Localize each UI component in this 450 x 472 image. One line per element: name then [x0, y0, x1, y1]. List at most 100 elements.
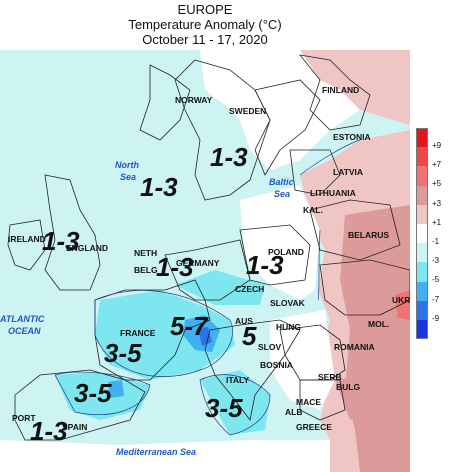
color-legend: +9 +7 +5 +3 +1 -1 -3 -5 -7 -9 [414, 128, 450, 340]
country-label-bulg: BULG [336, 382, 360, 392]
country-label-czech: CZECH [235, 284, 264, 294]
sea-label-north-1: North [115, 160, 139, 170]
anomaly-contours [54, 139, 361, 436]
country-label-alb: ALB [285, 407, 302, 417]
cold-anomaly-germany [175, 270, 265, 305]
country-label-lithuania: LITHUANIA [310, 188, 356, 198]
warm-anomaly-south-greece [335, 375, 375, 420]
legend-tick-label: -3 [432, 256, 440, 266]
country-label-poland: POLAND [268, 247, 304, 257]
country-label-slov: SLOV [258, 342, 281, 352]
sea-label-mediterranean: Mediterranean Sea [116, 447, 196, 457]
cold-anomaly-italy [200, 370, 270, 435]
country-label-italy: ITALY [226, 375, 249, 385]
country-label-germany: GERMANY [176, 258, 220, 268]
legend-swatch [416, 319, 428, 340]
country-label-greece: GREECE [296, 422, 332, 432]
legend-swatch [416, 147, 428, 167]
country-label-mol: MOL. [368, 319, 389, 329]
legend-bin: -9 [414, 300, 450, 323]
legend-tick-label: -7 [432, 294, 440, 304]
legend-bin: +3 [414, 185, 450, 208]
country-label-latvia: LATVIA [333, 167, 363, 177]
country-label-port: PORT [12, 413, 36, 423]
legend-swatch [416, 204, 428, 224]
country-label-estonia: ESTONIA [333, 132, 371, 142]
legend-tick-label: +7 [432, 160, 442, 170]
country-label-ireland: IRELAND [8, 234, 46, 244]
country-label-finland: FINLAND [322, 85, 359, 95]
country-label-ukr: UKR [392, 295, 410, 305]
cold-anomaly-france [95, 290, 235, 380]
anomaly-label-poland: 1-3 [246, 250, 284, 280]
legend-tick-label: +3 [432, 198, 442, 208]
cold-anomaly-iberia [55, 372, 150, 420]
legend-swatch [416, 281, 428, 301]
legend-bin: +1 [414, 204, 450, 227]
map-title-metric: Temperature Anomaly (°C) [128, 17, 282, 32]
country-label-england: ENGLAND [66, 243, 108, 253]
country-borders [7, 54, 410, 441]
anomaly-label-balkans: 5 [242, 321, 257, 351]
country-label-france: FRANCE [120, 328, 156, 338]
country-label-kal: KAL. [303, 205, 323, 215]
country-label-belg: BELG [134, 265, 158, 275]
map-title-block: EUROPE Temperature Anomaly (°C) October … [0, 2, 410, 47]
country-label-norway: NORWAY [175, 95, 213, 105]
legend-bin: +5 [414, 166, 450, 189]
legend-tick-label: -5 [432, 275, 440, 285]
map-title-period: October 11 - 17, 2020 [142, 32, 268, 47]
anomaly-label-benelux-germany: 1-3 [156, 252, 194, 282]
legend-tick-label: -9 [432, 313, 440, 323]
country-label-slovak: SLOVAK [270, 298, 306, 308]
neutral-area-balkans [270, 310, 335, 410]
legend-swatch [416, 128, 428, 148]
anomaly-label-alps: 5-7 [170, 311, 209, 341]
anomaly-label-iberia-south: 1-3 [30, 416, 68, 446]
warm-anomaly-very-strong [395, 290, 410, 320]
legend-bin: +7 [414, 147, 450, 170]
country-label-neth: NETH [134, 248, 157, 258]
legend-bin [414, 319, 450, 340]
legend-tick-label: -1 [432, 236, 440, 246]
legend-swatch [416, 166, 428, 186]
legend-swatch [416, 262, 428, 282]
anomaly-label-italy: 3-5 [205, 393, 243, 423]
legend-bin: -1 [414, 223, 450, 246]
sea-label-atlantic-2: OCEAN [8, 326, 41, 336]
legend-swatch [416, 300, 428, 320]
legend-bin: -5 [414, 262, 450, 285]
anomaly-label-iberia-north: 3-5 [74, 378, 112, 408]
country-label-belarus: BELARUS [348, 230, 389, 240]
anomaly-map: FINLAND NORWAY SWEDEN ESTONIA LATVIA LIT… [0, 50, 410, 472]
sea-label-baltic-1: Baltic [269, 177, 294, 187]
neutral-area-south [0, 440, 330, 472]
legend-tick-label: +1 [432, 217, 442, 227]
warm-anomaly-area-northeast [300, 50, 410, 125]
legend-swatch [416, 243, 428, 263]
cold-anomaly-alps-center [198, 327, 212, 346]
legend-tick-label: +5 [432, 179, 442, 189]
map-title-region: EUROPE [177, 2, 233, 17]
anomaly-label-scandinavia: 1-3 [210, 142, 248, 172]
legend-swatch [416, 223, 428, 244]
country-label-aus: AUS [235, 316, 253, 326]
country-label-sweden: SWEDEN [229, 106, 266, 116]
country-label-bosnia: BOSNIA [260, 360, 293, 370]
neutral-area-central [240, 185, 320, 300]
country-label-romania: ROMANIA [334, 342, 375, 352]
country-label-serb: SERB [318, 372, 342, 382]
anomaly-label-france: 3-5 [104, 338, 142, 368]
sea-label-baltic-2: Sea [274, 189, 290, 199]
country-label-hung: HUNG [276, 322, 301, 332]
sea-label-north-2: Sea [120, 172, 136, 182]
country-label-spain: SPAIN [62, 422, 87, 432]
legend-bin: -7 [414, 281, 450, 304]
anomaly-label-north-sea: 1-3 [140, 172, 178, 202]
legend-bin: +9 [414, 128, 450, 150]
sea-label-atlantic-1: ATLANTIC [0, 314, 45, 324]
legend-tick-label: +9 [432, 141, 442, 150]
legend-bin: -3 [414, 243, 450, 266]
cold-anomaly-spain-spot [108, 380, 124, 398]
legend-swatch [416, 185, 428, 205]
